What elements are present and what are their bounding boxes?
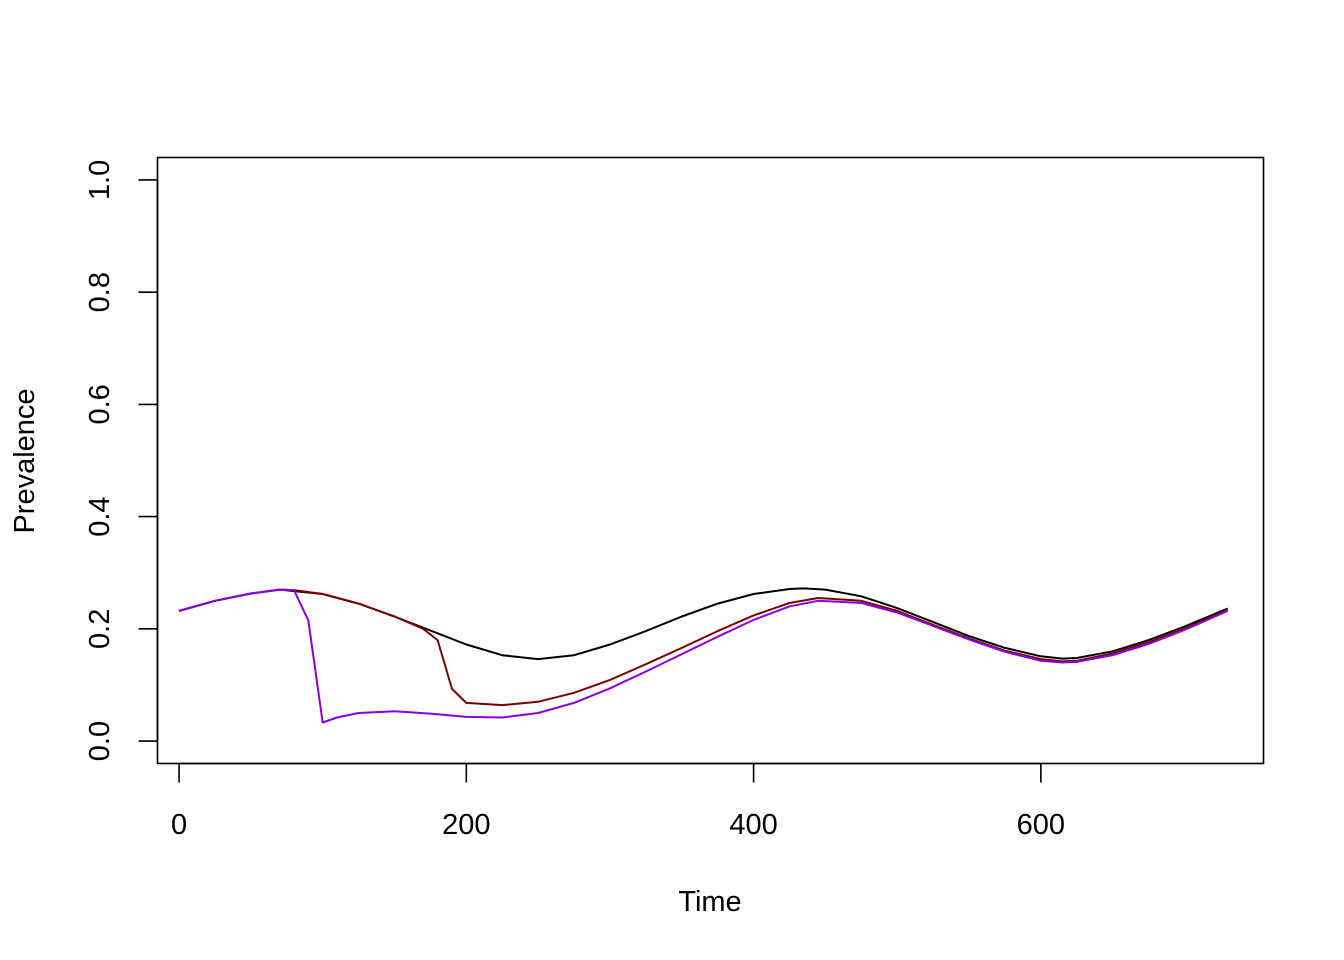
- y-tick-label: 0.4: [84, 496, 116, 536]
- series-line-3: [178, 588, 1229, 724]
- series-line-1: [178, 587, 1228, 661]
- x-tick-label: 200: [442, 809, 490, 841]
- y-tick-label: 0.8: [84, 272, 116, 312]
- x-axis: 0 200 400 600: [171, 762, 1065, 841]
- y-axis-label: Prevalence: [9, 388, 41, 533]
- x-tick-label: 400: [729, 809, 777, 841]
- y-tick-label: 0.2: [84, 609, 116, 649]
- x-axis-label: Time: [678, 886, 741, 918]
- plot-frame: [156, 156, 1265, 765]
- y-tick-label: 0.6: [84, 384, 116, 424]
- y-axis: 0.0 0.2 0.4 0.6 0.8 1.0: [84, 160, 159, 761]
- series-layer: [178, 587, 1229, 724]
- x-tick-label: 600: [1017, 809, 1065, 841]
- x-tick-label: 0: [171, 809, 187, 841]
- y-tick-label: 0.0: [84, 721, 116, 761]
- series-line-2: [178, 588, 1229, 707]
- y-tick-label: 1.0: [84, 160, 116, 200]
